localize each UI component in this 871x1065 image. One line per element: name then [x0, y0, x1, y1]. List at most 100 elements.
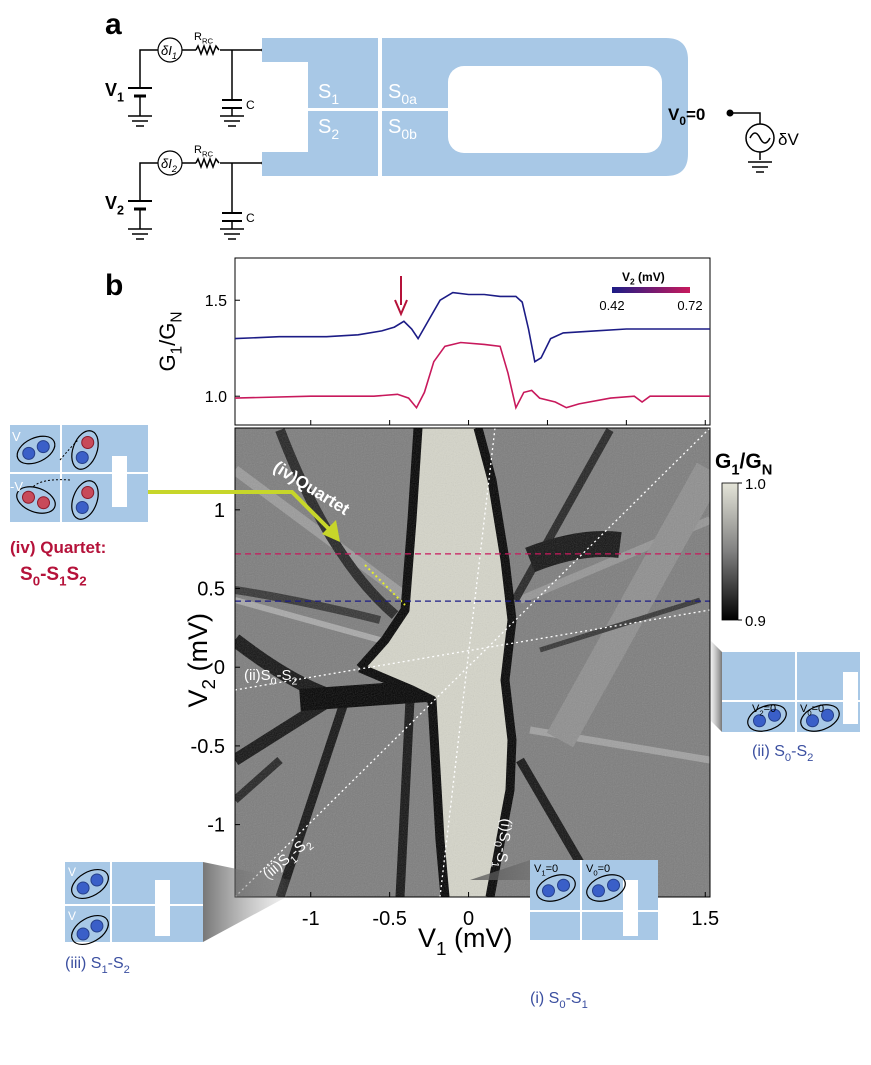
body: aV1δI1RRCCV2δI2RRCCS1S2S0aS0bV0=0δVb1.51…: [0, 0, 871, 1065]
electron: [38, 497, 50, 509]
electron: [37, 441, 49, 453]
electron: [76, 502, 88, 514]
source-label: V1: [105, 80, 124, 104]
text-run: (iii) S: [65, 955, 101, 972]
device-gap: [378, 38, 382, 176]
electron: [82, 436, 94, 448]
y-tick-label: -0.5: [191, 736, 225, 758]
inset-hole: [623, 880, 638, 936]
capacitor-label: C: [246, 211, 255, 225]
inset-gap: [530, 910, 658, 912]
electron: [77, 928, 89, 940]
legend-tick-label: 0.72: [677, 298, 702, 313]
inset-caption: (i) S0-S1: [530, 990, 588, 1011]
inset-label: V: [68, 909, 76, 923]
inset-gap: [722, 700, 860, 702]
y-tick-label: -1: [207, 815, 225, 837]
text-run: N: [169, 311, 186, 322]
text-run: G: [715, 450, 731, 473]
text-run: (mV): [635, 270, 665, 284]
text-run: R: [194, 31, 202, 43]
drive-label: δV: [778, 130, 799, 149]
text-run: (i) S: [530, 990, 559, 1007]
inset-caption: (ii) S0-S2: [752, 743, 813, 764]
text-run: 1: [582, 999, 588, 1011]
y-tick-label: 1.5: [205, 293, 227, 310]
electron: [592, 885, 604, 897]
text-run: 0: [33, 574, 40, 589]
electron: [82, 486, 94, 498]
x-tick-label: -0.5: [372, 908, 406, 930]
inset-hole: [112, 456, 127, 507]
inset-label: V: [68, 865, 76, 879]
text-run: =0: [598, 863, 611, 875]
text-run: RC: [202, 36, 214, 45]
text-run: 1: [331, 91, 339, 107]
text-run: -S: [40, 564, 59, 585]
colorbar-title: G1/GN: [715, 450, 772, 478]
inset-hole: [843, 672, 858, 724]
colorbar: [722, 483, 738, 620]
text-run: (i)S: [495, 818, 515, 843]
text-run: R: [194, 144, 202, 156]
y-tick-label: 0: [214, 657, 225, 679]
text-run: 2: [331, 126, 339, 142]
text-run: V: [105, 80, 117, 100]
page: Figure {"panel_a": {"label": "a", "circu…: [0, 0, 871, 1065]
text-run: =0: [546, 863, 559, 875]
text-run: δI: [161, 156, 172, 171]
x-axis-label: V1 (mV): [418, 923, 513, 960]
legend-tick-label: 0.42: [599, 298, 624, 313]
line-series: [235, 293, 710, 362]
text-run: (mV): [183, 613, 213, 679]
text-run: S: [388, 81, 401, 103]
electron: [91, 920, 103, 932]
electron: [22, 491, 34, 503]
inset-gap: [795, 652, 797, 732]
inset-hole: [155, 880, 170, 936]
inset-caption: (iv) Quartet:: [10, 538, 106, 557]
figure: aV1δI1RRCCV2δI2RRCCS1S2S0aS0bV0=0δVb1.51…: [0, 0, 871, 1065]
device-notch: [262, 62, 308, 152]
inset-shade: [710, 640, 722, 732]
text-run: 2: [117, 203, 124, 217]
text-run: 1: [731, 462, 739, 478]
arrow: [395, 276, 407, 314]
electron: [77, 882, 89, 894]
electron: [91, 874, 103, 886]
text-run: V: [105, 193, 117, 213]
inset-gap: [110, 862, 112, 942]
text-run: (ii)S: [244, 667, 271, 684]
electron: [23, 447, 35, 459]
text-run: S: [20, 564, 33, 585]
text-run: 0b: [401, 126, 417, 142]
text-run: V: [622, 270, 630, 284]
y-tick-label: 0.5: [197, 579, 225, 601]
electron: [558, 879, 570, 891]
text-run: -S: [791, 743, 807, 760]
resistor-label: RRC: [194, 144, 214, 158]
inset-gap: [10, 472, 148, 474]
capacitor-label: C: [246, 98, 255, 112]
text-run: S: [388, 116, 401, 138]
text-run: /G: [155, 323, 180, 346]
text-run: -S: [277, 667, 292, 684]
text-run: 2: [292, 676, 298, 688]
legend-title: V2 (mV): [622, 270, 665, 287]
source-label: V2: [105, 193, 124, 217]
electron: [608, 879, 620, 891]
panel-label: a: [105, 8, 122, 41]
y-axis-label: G1/GN: [155, 311, 186, 371]
text-run: -S: [108, 955, 124, 972]
text-run: S: [318, 116, 331, 138]
inset-caption: S0-S1S2: [20, 564, 87, 589]
text-run: -S: [566, 990, 582, 1007]
inset: [722, 652, 860, 732]
text-run: 2: [79, 574, 86, 589]
text-run: =0: [764, 703, 777, 715]
text-run: RC: [202, 149, 214, 158]
device-gap: [308, 108, 450, 111]
inset-caption: (iii) S1-S2: [65, 955, 130, 976]
text-run: S: [67, 564, 80, 585]
colorbar-tick-label: 0.9: [745, 613, 766, 630]
